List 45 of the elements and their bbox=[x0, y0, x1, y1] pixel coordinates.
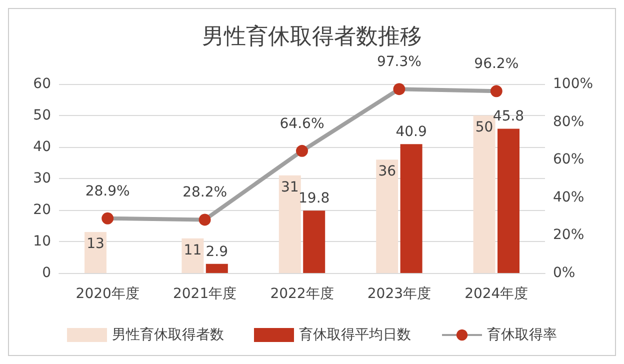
y-tick-label: 50 bbox=[33, 108, 51, 124]
y-tick-label: 20 bbox=[33, 202, 51, 218]
bar bbox=[498, 128, 520, 273]
legend-label: 育休取得率 bbox=[487, 326, 557, 343]
x-tick-label: 2021年度 bbox=[172, 286, 237, 302]
data-label: 28.9% bbox=[85, 183, 130, 200]
data-label: 31 bbox=[280, 179, 299, 196]
data-label: 40.9 bbox=[396, 124, 427, 140]
data-label: 19.8 bbox=[298, 190, 330, 207]
bar bbox=[303, 210, 326, 273]
data-label: 11 bbox=[184, 242, 202, 258]
legend-label: 育休取得平均日数 bbox=[299, 326, 411, 343]
bar bbox=[473, 116, 496, 273]
data-label: 13 bbox=[86, 236, 104, 252]
data-label: 36 bbox=[378, 164, 396, 180]
data-label: 50 bbox=[475, 120, 494, 136]
legend-label: 男性育休取得者数 bbox=[112, 326, 224, 343]
y-tick-label: 30 bbox=[33, 170, 51, 186]
data-label: 97.3% bbox=[376, 54, 422, 70]
y2-tick-label: 40% bbox=[553, 189, 584, 206]
x-tick-label: 2023年度 bbox=[367, 286, 432, 302]
x-tick-label: 2022年度 bbox=[270, 286, 334, 302]
bar bbox=[182, 238, 204, 273]
x-tick-label: 2020年度 bbox=[76, 286, 140, 302]
bar bbox=[206, 264, 228, 273]
data-label: 28.2% bbox=[182, 184, 228, 201]
bar bbox=[400, 144, 422, 273]
y2-tick-label: 80% bbox=[553, 114, 584, 130]
bar bbox=[376, 160, 398, 273]
bar bbox=[278, 175, 301, 273]
chart-title: 男性育休取得者数推移 bbox=[202, 24, 422, 50]
y-tick-label: 40 bbox=[33, 139, 51, 155]
y-tick-label: 60 bbox=[33, 76, 51, 92]
y2-tick-label: 60% bbox=[553, 152, 584, 168]
data-label: 2.9 bbox=[206, 244, 228, 260]
data-label: 96.2% bbox=[474, 56, 519, 72]
x-tick-label: 2024年度 bbox=[464, 286, 528, 302]
y-tick-label: 10 bbox=[33, 234, 51, 250]
y-tick-label: 0 bbox=[42, 265, 51, 281]
bar bbox=[84, 232, 106, 273]
y2-tick-label: 0% bbox=[553, 265, 576, 281]
data-label: 64.6% bbox=[280, 116, 324, 132]
y2-tick-label: 100% bbox=[553, 76, 594, 92]
data-label: 45.8 bbox=[492, 108, 524, 125]
y2-tick-label: 20% bbox=[553, 227, 584, 244]
